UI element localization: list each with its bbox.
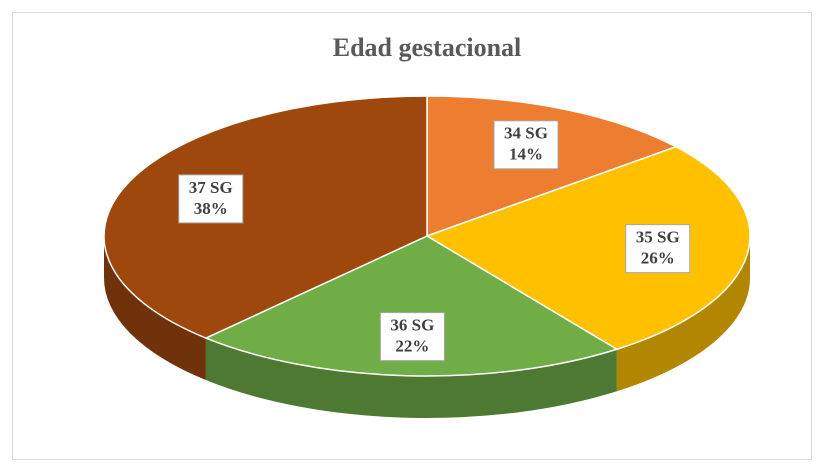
label-category: 35 SG <box>636 228 680 247</box>
label-box <box>379 312 445 362</box>
slice <box>204 235 619 377</box>
label-value: 26% <box>641 249 675 268</box>
chart-title: Edad gestacional <box>333 33 522 62</box>
data-label: 34 SG 14% <box>493 120 559 170</box>
label-value: 22% <box>395 337 429 356</box>
data-label: 36 SG 22% <box>379 312 445 362</box>
slice <box>103 95 428 339</box>
label-box <box>178 174 244 224</box>
slice-side <box>205 338 617 418</box>
label-category: 37 SG <box>189 178 233 197</box>
label-value: 38% <box>194 199 228 218</box>
label-box <box>625 224 691 274</box>
data-label: 35 SG 26% <box>625 224 691 274</box>
label-value: 14% <box>509 145 543 164</box>
data-label: 37 SG 38% <box>178 174 244 224</box>
slice-side <box>616 236 750 392</box>
label-category: 34 SG <box>504 124 548 143</box>
label-category: 36 SG <box>390 316 434 335</box>
label-box <box>493 120 559 170</box>
slice-side <box>104 236 206 381</box>
slice <box>425 145 751 351</box>
